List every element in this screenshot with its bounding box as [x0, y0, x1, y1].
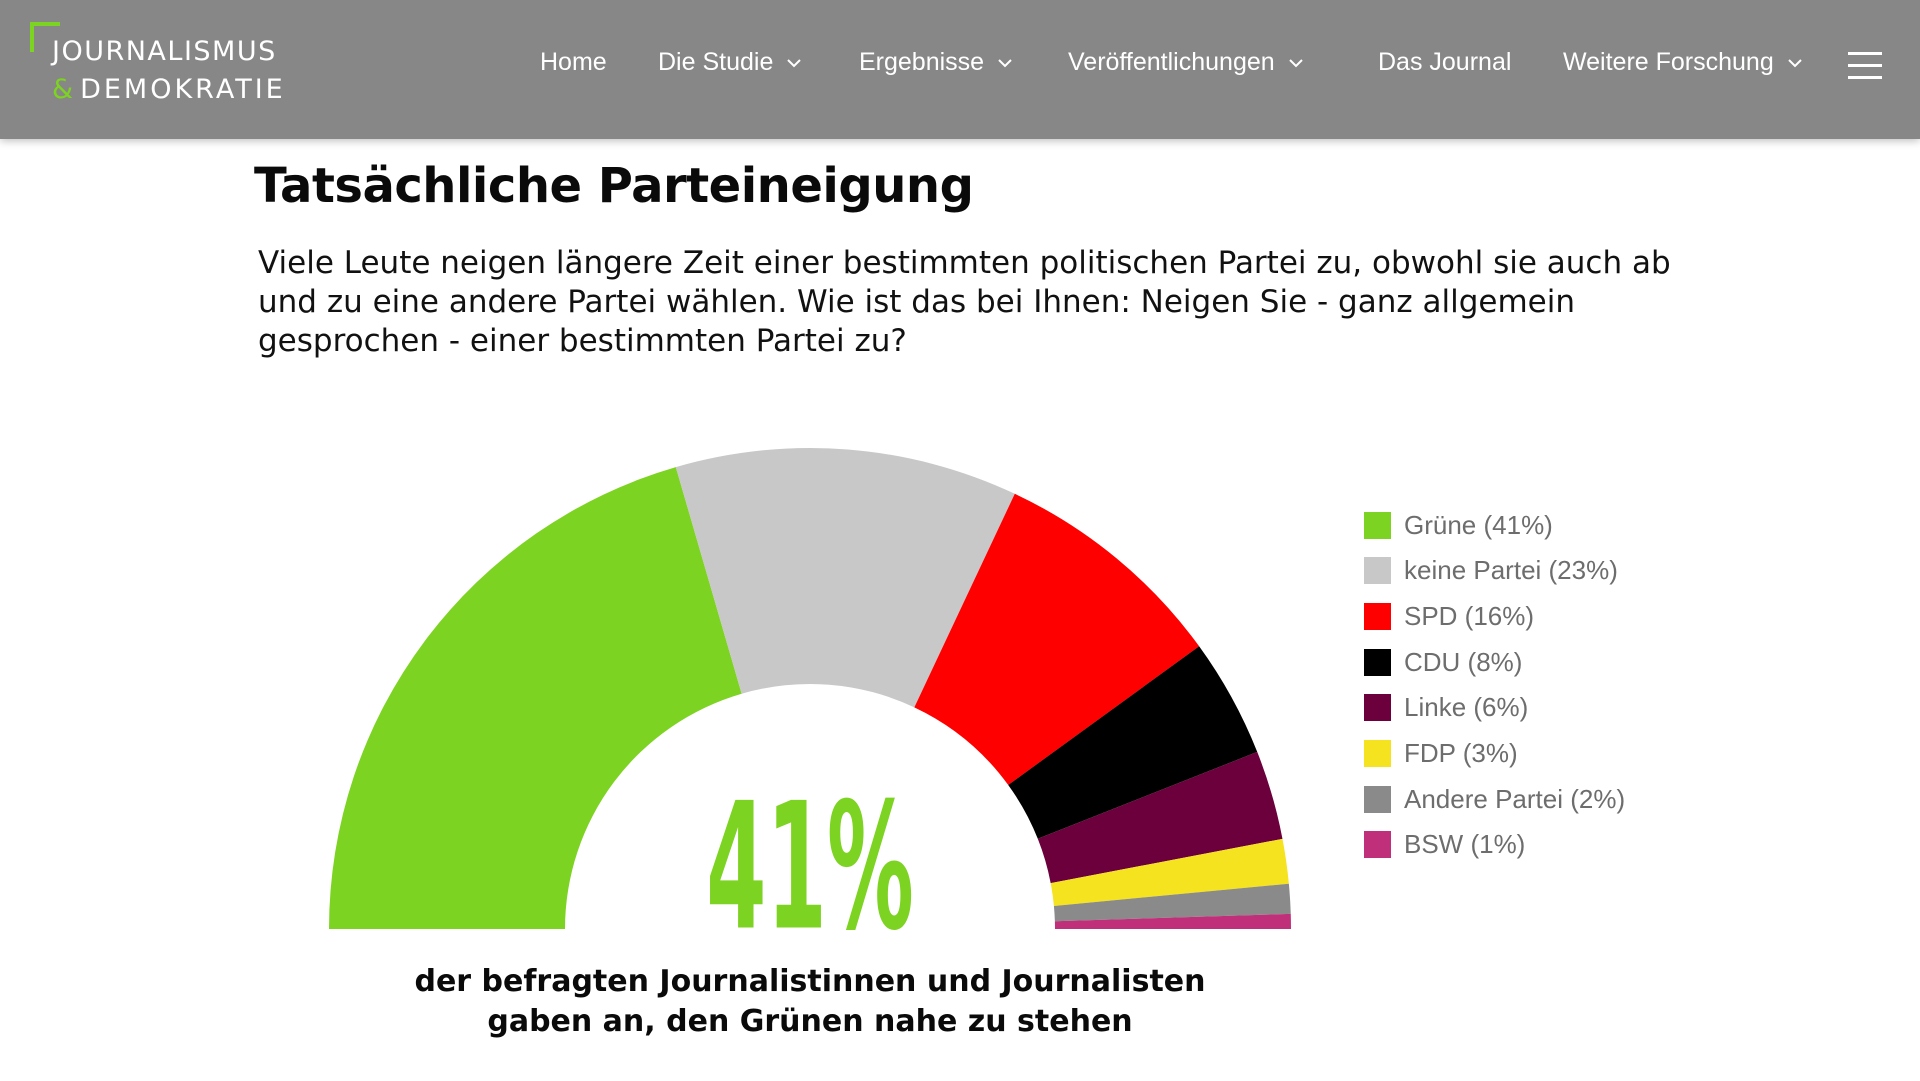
- hamburger-icon-bar: [1848, 76, 1882, 79]
- highlight-percentage: 41%: [706, 765, 914, 940]
- legend-label: keine Partei (23%): [1404, 555, 1618, 586]
- legend-swatch: [1364, 831, 1391, 859]
- chevron-down-icon: [998, 58, 1012, 67]
- hamburger-icon-bar: [1848, 52, 1882, 55]
- chart-slice-spd: [914, 493, 1200, 785]
- caption-line-1: der befragten Journalistinnen und Journa…: [414, 964, 1206, 999]
- hamburger-menu-button[interactable]: [1848, 52, 1882, 80]
- legend-item: FDP (3%): [1364, 738, 1518, 769]
- logo-line-2: & DEMOKRATIE: [52, 74, 286, 105]
- legend-item: Linke (6%): [1364, 692, 1529, 723]
- legend-label: FDP (3%): [1404, 738, 1518, 768]
- legend-label: SPD (16%): [1404, 600, 1535, 631]
- legend-label: Andere Partei (2%): [1404, 783, 1626, 814]
- legend-label: BSW (1%): [1404, 829, 1526, 860]
- survey-question: Viele Leute neigen längere Zeit einer be…: [258, 245, 1671, 359]
- legend-swatch: [1364, 740, 1391, 767]
- nav-label: Veröffentlichungen: [1068, 48, 1275, 76]
- nav-label: Ergebnisse: [859, 48, 985, 76]
- legend-item: SPD (16%): [1364, 601, 1534, 631]
- legend-label: Grüne (41%): [1404, 509, 1553, 540]
- chart-slice-bsw: [1054, 913, 1291, 929]
- legend-label: CDU (8%): [1404, 646, 1523, 677]
- chart-slice-keine-partei: [675, 447, 1015, 708]
- legend-swatch: [1364, 511, 1391, 539]
- legend-swatch: [1364, 694, 1391, 722]
- chart-slice-andere-partei: [1053, 883, 1291, 922]
- chart-slice-cdu: [1008, 646, 1258, 839]
- nav-label: Die Studie: [658, 48, 774, 76]
- legend-item: keine Partei (23%): [1364, 555, 1618, 586]
- legend-item: BSW (1%): [1364, 829, 1526, 860]
- legend-label: Linke (6%): [1404, 692, 1529, 723]
- legend-item: CDU (8%): [1364, 647, 1522, 677]
- legend-swatch: [1364, 648, 1391, 676]
- chart-caption: der befragten Journalistinnen und Journa…: [360, 962, 1260, 1042]
- page-title: Tatsächliche Parteineigung: [254, 158, 974, 214]
- chevron-down-icon: [1788, 58, 1802, 67]
- chart-slice-linke: [1037, 751, 1283, 884]
- legend-swatch: [1364, 785, 1391, 813]
- legend-item: Grüne (41%): [1364, 510, 1553, 540]
- nav-item-veroeffentlichungen[interactable]: Veröffentlichungen: [1068, 48, 1305, 77]
- chart-slice-fdp: [1050, 838, 1289, 906]
- nav-label: Home: [540, 48, 607, 76]
- nav-item-das-journal[interactable]: Das Journal: [1378, 48, 1511, 77]
- legend-swatch: [1364, 602, 1391, 630]
- logo-line-1: JOURNALISMUS: [52, 36, 277, 67]
- logo-line-2-text: DEMOKRATIE: [80, 74, 286, 105]
- nav-label: Das Journal: [1378, 48, 1512, 76]
- nav-item-die-studie[interactable]: Die Studie: [658, 48, 803, 77]
- chart-slice-grüne: [329, 467, 742, 929]
- site-logo[interactable]: JOURNALISMUS & DEMOKRATIE: [30, 22, 300, 112]
- nav-label: Weitere Forschung: [1563, 48, 1774, 76]
- logo-corner-mark: [30, 22, 60, 52]
- nav-item-ergebnisse[interactable]: Ergebnisse: [859, 48, 1014, 77]
- nav-item-weitere-forschung[interactable]: Weitere Forschung: [1563, 48, 1804, 77]
- legend-item: Andere Partei (2%): [1364, 784, 1625, 814]
- chevron-down-icon: [787, 58, 802, 67]
- caption-line-2: gaben an, den Grünen nahe zu stehen: [487, 1004, 1133, 1039]
- logo-ampersand: &: [52, 74, 77, 105]
- legend-swatch: [1364, 557, 1391, 585]
- chevron-down-icon: [1288, 58, 1303, 67]
- nav-item-home[interactable]: Home: [540, 48, 607, 77]
- site-header: JOURNALISMUS & DEMOKRATIE Home Die Studie…: [0, 0, 1920, 139]
- hamburger-icon-bar: [1848, 64, 1882, 67]
- highlight-value: 41%: [706, 765, 914, 940]
